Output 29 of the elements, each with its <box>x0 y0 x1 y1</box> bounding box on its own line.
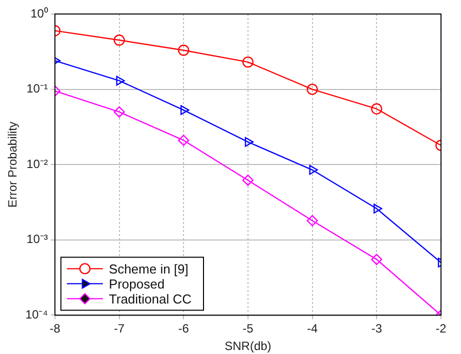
point <box>371 254 382 266</box>
point <box>178 44 190 56</box>
point <box>116 76 125 86</box>
x-tick-label: -8 <box>50 322 61 336</box>
point <box>242 174 254 186</box>
y-tick-label: 10⁻¹ <box>26 82 48 96</box>
point <box>306 84 318 95</box>
point <box>244 137 254 147</box>
x-tick-label: -4 <box>306 322 318 336</box>
point <box>309 164 318 175</box>
y-tick-label: 10⁰ <box>30 6 48 20</box>
legend-label: Proposed <box>108 276 165 292</box>
x-axis-title: SNR(db) <box>224 339 272 354</box>
x-tick-label: -2 <box>436 322 447 336</box>
y-axis-title: Error Probability <box>6 122 20 208</box>
legend-label: Traditional CC <box>108 291 192 306</box>
x-tick-label: -6 <box>178 322 190 336</box>
y-tick-label: 10⁻⁴ <box>25 308 48 322</box>
point <box>178 134 190 146</box>
x-tick-label: -7 <box>114 322 125 336</box>
point <box>306 215 318 226</box>
x-tick-label: -5 <box>242 322 254 336</box>
point <box>180 105 190 115</box>
legend-label: Scheme in [9] <box>108 261 188 276</box>
y-tick-label: 10⁻³ <box>26 232 48 246</box>
y-tick-label: 10⁻² <box>26 156 48 171</box>
x-tick-label: -3 <box>371 322 382 336</box>
point <box>242 56 254 68</box>
point <box>371 103 382 114</box>
